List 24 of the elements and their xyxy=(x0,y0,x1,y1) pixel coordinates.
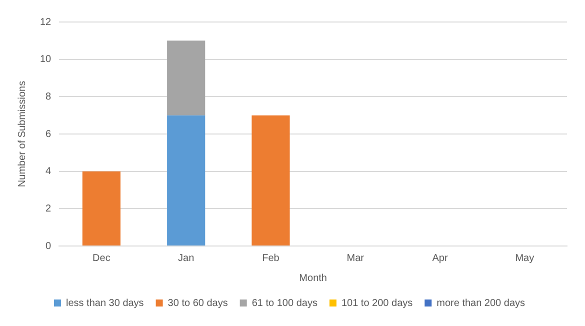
y-tick-label: 8 xyxy=(46,91,52,102)
y-tick-label: 0 xyxy=(46,240,52,252)
legend-label: less than 30 days xyxy=(66,298,144,309)
legend-label: 30 to 60 days xyxy=(168,298,228,309)
y-tick-label: 10 xyxy=(40,54,52,66)
y-axis-title: Number of Submissions xyxy=(16,80,28,188)
x-tick-label: Mar xyxy=(346,252,365,264)
x-tick-label: Feb xyxy=(262,252,280,264)
y-tick-label: 4 xyxy=(46,166,52,178)
x-tick-label: Jan xyxy=(178,252,194,264)
x-tick-label: May xyxy=(515,252,534,264)
x-tick-label: Apr xyxy=(432,252,448,264)
y-tick-label: 6 xyxy=(46,128,52,140)
x-tick-label: Dec xyxy=(92,252,110,264)
legend-label: 61 to 100 days xyxy=(252,298,318,309)
bar xyxy=(167,115,206,246)
bar xyxy=(82,171,120,246)
bar xyxy=(252,115,290,246)
legend-label: 101 to 200 days xyxy=(341,298,413,309)
bar xyxy=(167,40,206,116)
y-tick-label: 12 xyxy=(40,16,52,28)
legend-label: more than 200 days xyxy=(436,298,526,309)
x-axis-title: Month xyxy=(299,272,327,284)
y-tick-label: 2 xyxy=(46,203,52,214)
